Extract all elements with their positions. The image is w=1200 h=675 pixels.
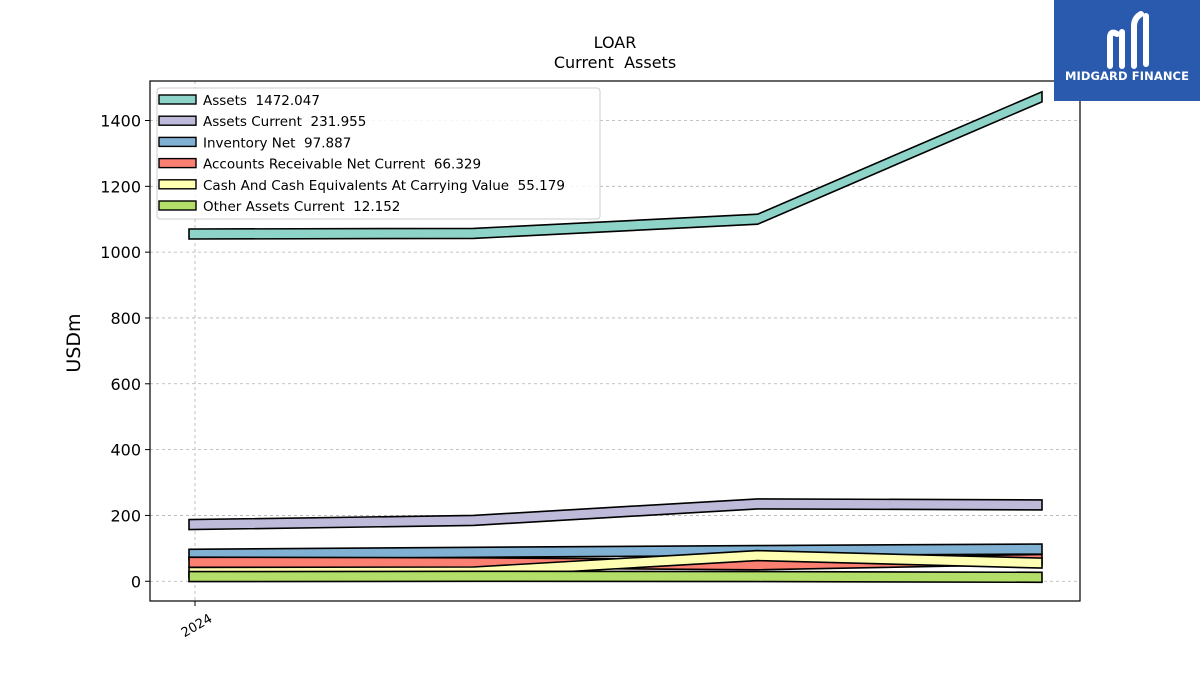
legend-swatch-assets-current: [158, 115, 197, 126]
legend-swatch-accounts-receivable-net-current: [158, 157, 197, 169]
x-axis: 2024: [179, 601, 215, 641]
legend-swatch-other-assets-current: [158, 200, 197, 211]
legend-label-other-assets-current: Other Assets Current 12.152: [203, 199, 400, 215]
plot-frame: [149, 80, 1081, 602]
series-band-assets-current: [188, 498, 1043, 531]
chart-subtitle: Current Assets: [554, 53, 676, 72]
y-tick-label: 1000: [100, 243, 141, 262]
legend-box: [156, 87, 601, 220]
y-tick-label: 200: [110, 506, 141, 525]
y-tick-label: 1400: [100, 111, 141, 130]
legend-label-cash-and-cash-equivalents-at-carrying-value: Cash And Cash Equivalents At Carrying Va…: [203, 178, 565, 194]
brand-name: MIDGARD FINANCE: [1064, 69, 1190, 83]
series-band-other-assets-current: [188, 570, 1043, 584]
legend-label-accounts-receivable-net-current: Accounts Receivable Net Current 66.329: [203, 157, 481, 173]
y-tick-label: 800: [110, 309, 141, 328]
series-band-assets: [188, 90, 1043, 240]
y-tick-label: 400: [110, 441, 141, 460]
midgard-logo-icon: [1107, 11, 1149, 69]
y-axis-label: USDm: [63, 313, 85, 372]
y-tick-label: 1200: [100, 177, 141, 196]
legend-label-assets-current: Assets Current 231.955: [203, 114, 366, 130]
series-layer: [188, 90, 1043, 584]
legend-label-inventory-net: Inventory Net 97.887: [203, 135, 351, 151]
y-axis: 0 200 400 600 800 1000 1200 1400: [100, 111, 150, 591]
brand-logo: MIDGARD FINANCE: [1054, 0, 1200, 101]
chart-title: LOAR: [594, 33, 637, 52]
legend: Assets 1472.047 Assets Current 231.955 Inv…: [156, 87, 601, 220]
y-tick-label: 0: [131, 572, 141, 591]
legend-swatch-assets: [158, 94, 197, 105]
x-tick-label: 2024: [179, 611, 215, 641]
legend-swatch-inventory-net: [158, 136, 197, 148]
legend-swatch-cash-and-cash-equivalents-at-carrying-value: [158, 179, 197, 190]
legend-label-assets: Assets 1472.047: [203, 93, 320, 109]
y-tick-label: 600: [110, 375, 141, 394]
